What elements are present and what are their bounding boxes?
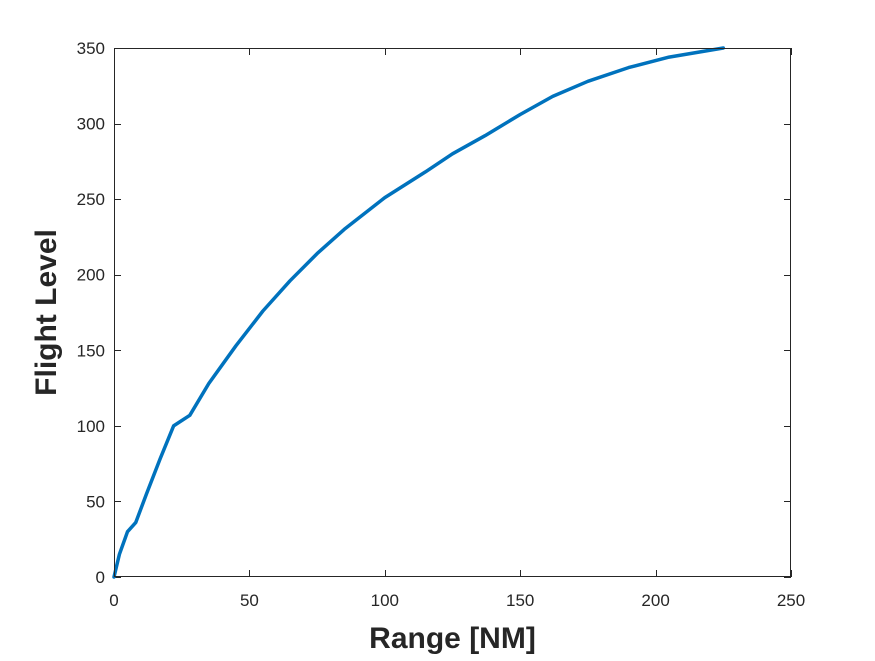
y-tick-label: 300 [77, 115, 105, 134]
plot-frame [114, 48, 791, 577]
y-tick-label: 0 [96, 568, 105, 587]
series-layer [112, 46, 726, 579]
x-tick-label: 50 [240, 591, 259, 610]
x-tick-label: 150 [506, 591, 534, 610]
x-tick-label: 0 [109, 591, 118, 610]
plot-area [114, 48, 791, 577]
x-tick-label: 200 [641, 591, 669, 610]
x-tick-label: 100 [371, 591, 399, 610]
ticks-layer: 0 50 100 150 200 250 0 50 100 150 200 250 300 350 [77, 39, 806, 610]
y-tick-label: 350 [77, 39, 105, 58]
y-tick-label: 250 [77, 190, 105, 209]
y-tick-label: 200 [77, 266, 105, 285]
y-axis-label: Flight Level [30, 229, 63, 396]
x-tick-label: 250 [777, 591, 805, 610]
y-tick-label: 150 [77, 341, 105, 360]
series-line [112, 46, 726, 579]
y-tick-label: 100 [77, 417, 105, 436]
x-axis-label: Range [NM] [369, 622, 536, 655]
y-tick-label: 50 [86, 492, 105, 511]
